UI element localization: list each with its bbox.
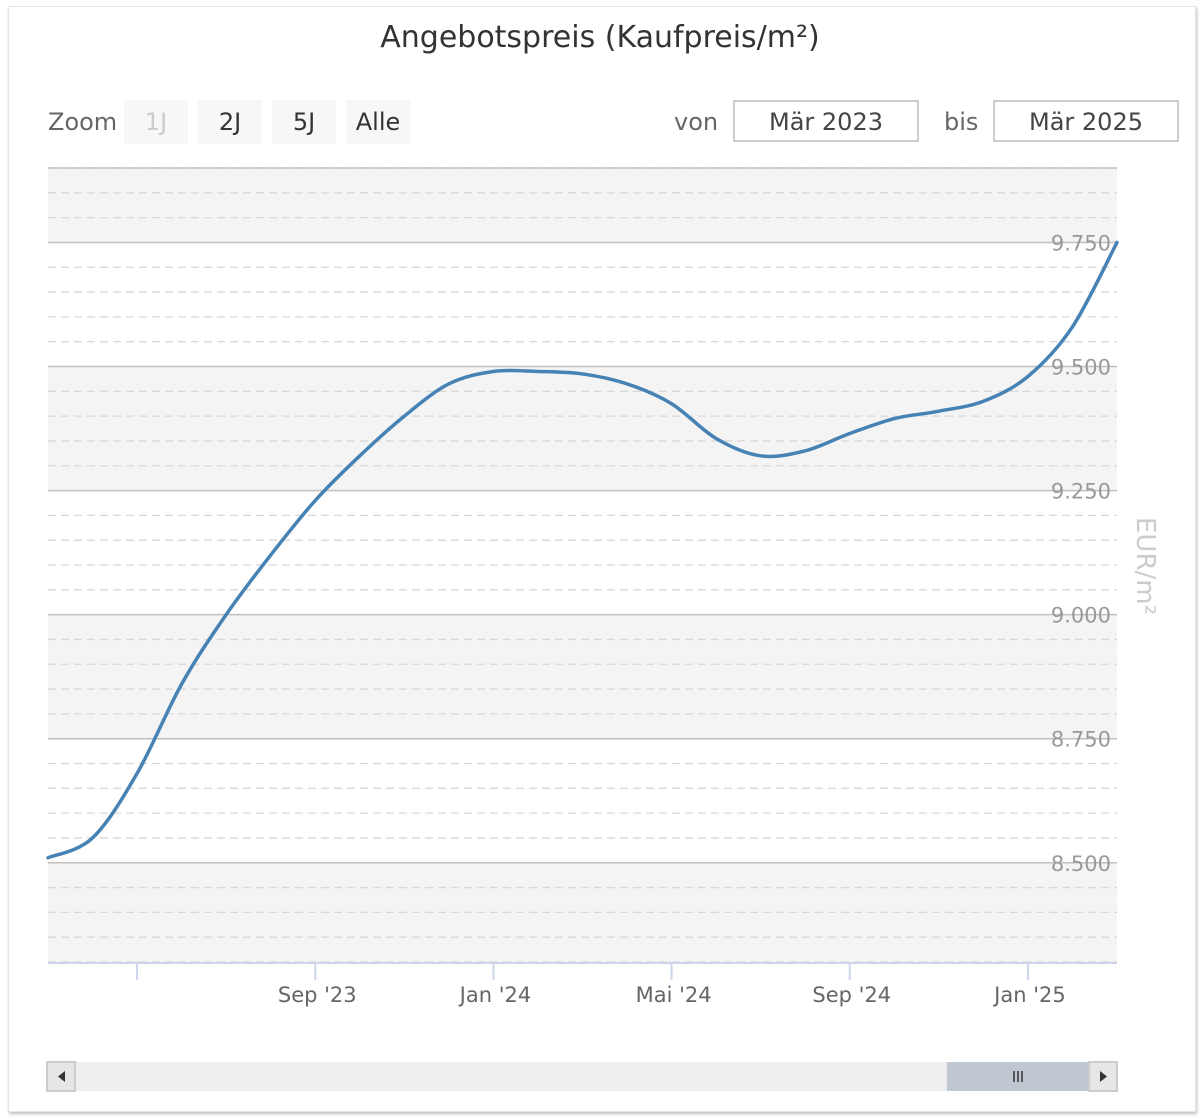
zoom-label: Zoom	[48, 108, 118, 136]
x-tick-label: Jan '24	[458, 983, 532, 1007]
x-axis: Sep '23 Jan '24 Mai '24 Sep '24 Jan '25	[48, 962, 1117, 1007]
navigator-scrollbar[interactable]	[46, 1061, 1118, 1092]
y-tick-label: 8.500	[1051, 852, 1111, 876]
plot-bands	[48, 168, 1117, 962]
y-tick-label: 9.250	[1051, 480, 1111, 504]
scroll-left-button[interactable]	[46, 1061, 76, 1092]
y-tick-label: 8.750	[1051, 728, 1111, 752]
x-tick-label: Sep '24	[812, 983, 891, 1007]
plot-band	[48, 614, 1117, 739]
minor-gridlines	[48, 167, 1117, 963]
chart-title: Angebotspreis (Kaufpreis/m²)	[380, 20, 820, 55]
plot-band	[48, 366, 1117, 491]
series-line	[46, 240, 1119, 860]
y-tick-label: 9.000	[1051, 604, 1111, 628]
zoom-2j-button[interactable]: 2J	[198, 100, 262, 144]
plot-band	[48, 168, 1117, 243]
zoom-5j-button[interactable]: 5J	[272, 100, 336, 144]
arrow-left-icon	[58, 1071, 65, 1082]
arrow-right-icon	[1100, 1071, 1107, 1082]
zoom-alle-button[interactable]: Alle	[346, 100, 410, 144]
x-tick-label: Jan '25	[992, 983, 1066, 1007]
y-axis-labels: 8.500 8.750 9.000 9.250 9.500 9.750	[1051, 231, 1111, 875]
scroll-right-button[interactable]	[1088, 1061, 1118, 1092]
x-tick-label: Sep '23	[278, 983, 357, 1007]
range-from-label: von	[674, 108, 719, 136]
y-tick-label: 9.500	[1051, 356, 1111, 380]
range-to-input[interactable]: Mär 2025	[993, 100, 1179, 142]
y-tick-label: 9.750	[1051, 231, 1111, 255]
scrollbar-track[interactable]	[47, 1062, 1117, 1091]
y-axis-title: EUR/m²	[1130, 517, 1160, 615]
x-tick-label: Mai '24	[636, 983, 712, 1007]
grip-lines-icon	[1013, 1071, 1023, 1082]
range-to-label: bis	[944, 108, 979, 136]
zoom-1j-button[interactable]: 1J	[124, 100, 188, 144]
range-from-input[interactable]: Mär 2023	[733, 100, 919, 142]
